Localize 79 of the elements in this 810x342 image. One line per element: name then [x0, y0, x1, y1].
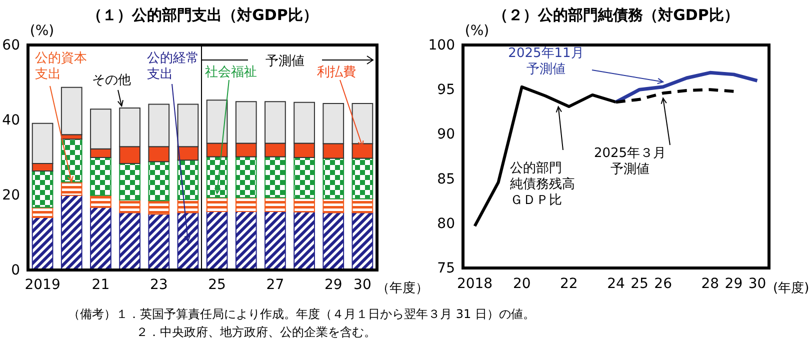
y-tick-label: 95: [437, 82, 455, 98]
bar: [352, 158, 374, 200]
x-axis-title: （年度）: [376, 280, 428, 296]
y-tick-label: 90: [437, 126, 455, 143]
y-axis-title: (%): [464, 23, 490, 39]
text: 社会福祉: [205, 65, 257, 80]
bar: [119, 212, 140, 270]
x-tick-label: 30: [748, 276, 766, 292]
bar: [352, 212, 374, 270]
bar: [264, 211, 286, 270]
text: 公的資本支出: [35, 51, 87, 82]
y-tick-label: 100: [428, 37, 455, 54]
y-tick-label: 40: [2, 112, 20, 128]
chart-title: （１）公的部門支出（対GDP比）: [87, 6, 318, 24]
bar: [294, 157, 315, 199]
y-tick-label: 85: [437, 171, 455, 188]
text: （備考）１．英国予算責任局により作成。年度（４月１日から翌年３月 31 日）の値。: [68, 307, 535, 321]
bar: [235, 211, 257, 270]
bar: [206, 156, 228, 198]
bar: [294, 211, 315, 270]
annotation: 予測値: [266, 54, 304, 69]
line-series: [614, 70, 759, 104]
bar: [90, 194, 112, 208]
bar: [60, 194, 82, 270]
y-tick-label: 75: [437, 260, 455, 276]
bar: [264, 197, 286, 212]
y-tick-label: 0: [11, 262, 20, 278]
x-tick-label: 28: [701, 276, 720, 292]
series-label: 公的部門純債務残高ＧＤＰ比: [510, 161, 575, 208]
bar: [206, 197, 228, 212]
bar: [264, 156, 286, 198]
bar: [90, 206, 112, 270]
bar: [60, 86, 82, 136]
series-label: その他: [92, 73, 131, 88]
bar: [235, 197, 257, 212]
bar: [294, 198, 315, 212]
x-tick-label: 23: [150, 276, 168, 293]
x-tick-label: 29: [324, 276, 342, 293]
y-tick-label: 20: [2, 187, 20, 204]
text: 2025年３月予測値: [594, 146, 666, 177]
x-axis-title: (年度): [773, 280, 810, 296]
bar: [352, 198, 374, 214]
x-tick-label: 25: [208, 276, 226, 293]
bar: [119, 163, 140, 200]
bar: [148, 214, 170, 270]
x-tick-label: 24: [607, 276, 625, 292]
bar: [148, 161, 170, 202]
text: 利払費: [317, 65, 356, 80]
text: ２．中央政府、地方政府、公的企業を含む。: [136, 325, 376, 339]
text: 2025年11月予測値: [508, 46, 584, 77]
bar: [322, 198, 344, 214]
bar: [60, 138, 82, 182]
x-tick-label: 29: [724, 276, 743, 292]
x-tick-label: 20: [512, 276, 531, 292]
text: 公的経常支出: [147, 51, 199, 82]
bar: [32, 217, 54, 270]
x-tick-label: 21: [92, 276, 110, 293]
bar: [60, 181, 82, 196]
bar: [322, 158, 344, 200]
x-tick-label: 22: [560, 276, 578, 292]
x-tick-label: 26: [654, 276, 672, 292]
bar: [322, 212, 344, 270]
bar: [235, 156, 257, 198]
y-tick-label: 80: [437, 216, 455, 232]
x-tick-label: 30: [354, 276, 372, 293]
bar: [119, 199, 140, 214]
bar: [206, 211, 228, 270]
bar: [177, 160, 199, 200]
bar: [90, 157, 112, 196]
x-tick-label: 2019: [24, 276, 60, 293]
bar: [177, 212, 199, 270]
y-axis-title: (%): [30, 23, 54, 39]
bar: [32, 170, 54, 208]
x-tick-label: 25: [630, 276, 648, 292]
bar: [148, 200, 170, 215]
x-tick-label: 2018: [456, 276, 493, 292]
x-tick-label: 27: [266, 276, 284, 293]
y-tick-label: 60: [2, 37, 20, 54]
chart-title: （２）公的部門純債務（対GDP比）: [493, 6, 739, 24]
